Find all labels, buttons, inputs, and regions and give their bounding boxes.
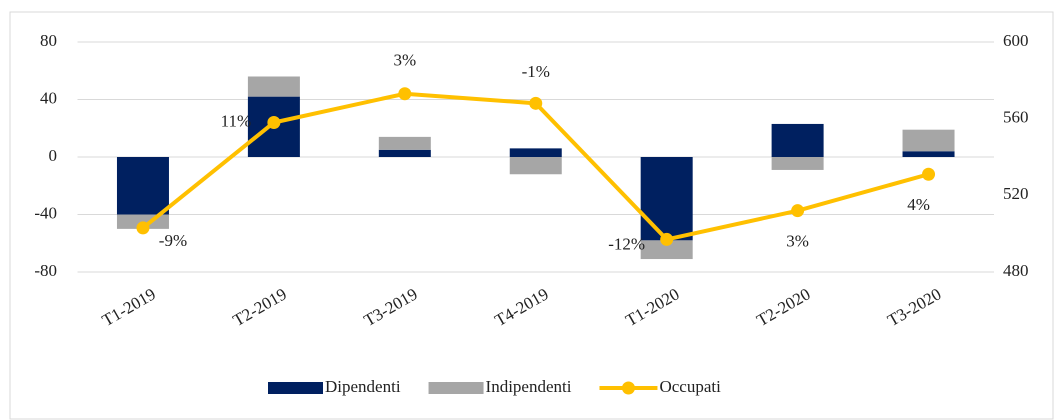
y-tick-label: 80 (40, 31, 57, 50)
point (660, 232, 674, 246)
x-tick-label: T2-2019 (230, 284, 290, 330)
point-label: 11% (221, 111, 252, 130)
y2-tick-label: 480 (1003, 261, 1029, 280)
point (791, 204, 805, 218)
bar (771, 123, 824, 157)
point-label: 3% (786, 232, 809, 251)
x-tick-label: T3-2020 (884, 284, 944, 330)
point-label: 3% (393, 51, 416, 70)
bar (640, 157, 693, 241)
point-label: -9% (159, 231, 187, 250)
bar (771, 157, 824, 170)
bar (247, 76, 300, 97)
legend-label: Occupati (659, 377, 721, 396)
x-tick-label: T1-2020 (622, 284, 682, 330)
bar (378, 136, 431, 150)
point (529, 96, 543, 110)
x-tick-label: T1-2019 (99, 284, 159, 330)
legend-label: Indipendenti (486, 377, 572, 396)
bar (378, 149, 431, 157)
bar (116, 157, 169, 215)
y-tick-label: -80 (34, 261, 57, 280)
x-tick-label: T3-2019 (361, 284, 421, 330)
legend-point (621, 381, 635, 395)
bar (902, 151, 955, 157)
point-label: 4% (907, 195, 930, 214)
y2-tick-label: 520 (1003, 184, 1029, 203)
point-label: -12% (608, 234, 645, 253)
legend-swatch (428, 382, 484, 394)
bar (509, 157, 562, 175)
x-tick-label: T4-2019 (492, 284, 552, 330)
point (267, 116, 281, 129)
bar (509, 148, 562, 157)
bar (902, 129, 955, 152)
point (136, 221, 150, 235)
point (922, 167, 936, 181)
chart-frame (9, 11, 1054, 420)
legend-swatch (268, 382, 323, 394)
y-tick-label: 0 (49, 146, 58, 165)
y-tick-label: 40 (40, 88, 57, 107)
x-tick-label: T2-2020 (753, 284, 813, 330)
bar (640, 240, 693, 260)
y-tick-label: -40 (34, 203, 57, 222)
y2-tick-label: 600 (1003, 31, 1029, 50)
point (398, 87, 412, 101)
y2-tick-label: 560 (1003, 108, 1029, 127)
legend-label: Dipendenti (325, 377, 401, 396)
point-label: -1% (522, 62, 550, 81)
